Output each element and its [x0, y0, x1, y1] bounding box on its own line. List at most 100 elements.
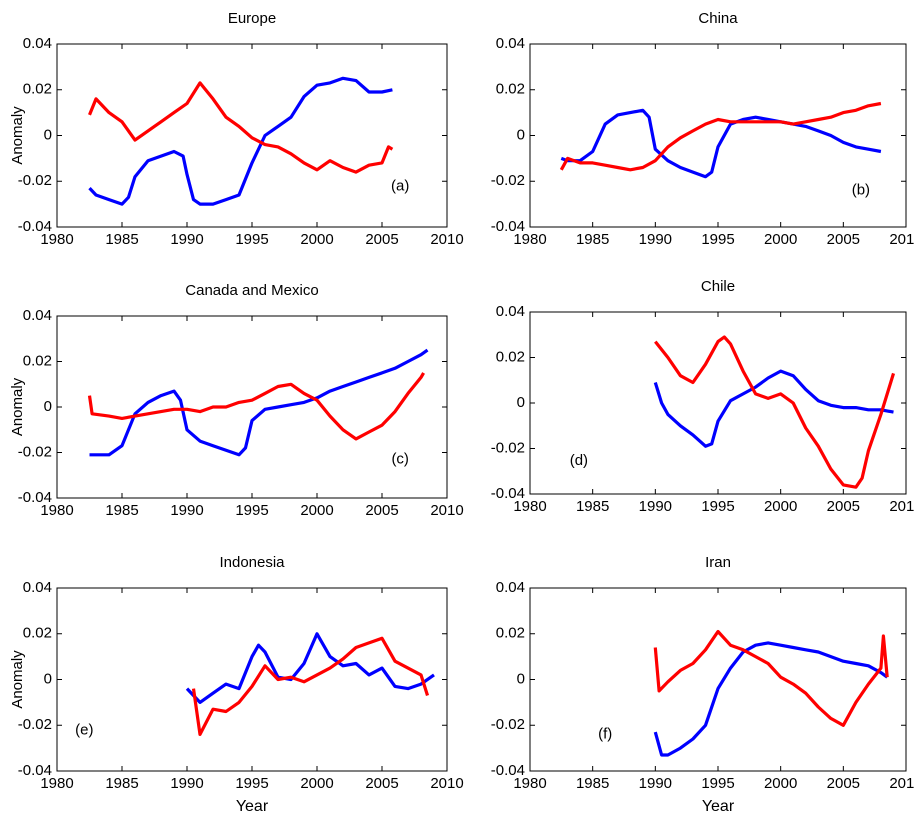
x-tick-label: 1985	[576, 231, 609, 248]
data-line	[87, 372, 425, 441]
y-tick-label: 0.04	[23, 579, 52, 596]
y-tick-label: -0.04	[18, 489, 52, 506]
x-tick-label: 1995	[701, 498, 734, 515]
y-tick-label: 0.02	[23, 352, 52, 369]
x-tick-label: 2000	[300, 502, 333, 519]
data-line	[653, 629, 889, 727]
y-tick-label: 0.02	[496, 81, 525, 98]
y-tick-label: -0.02	[491, 172, 525, 189]
y-tick-label: -0.02	[18, 172, 52, 189]
panel-title: Chile	[701, 278, 735, 295]
x-tick-label: 1980	[513, 498, 546, 515]
panel-annotation: (d)	[570, 452, 588, 469]
x-tick-label: 2005	[827, 775, 860, 792]
y-tick-label: 0.02	[23, 81, 52, 98]
y-axis-label: Anomaly	[9, 377, 26, 436]
y-tick-label: -0.04	[18, 762, 52, 779]
data-line	[185, 632, 435, 704]
y-tick-label: -0.02	[18, 716, 52, 733]
y-tick-label: 0.02	[496, 348, 525, 365]
x-tick-label: 2005	[365, 502, 398, 519]
y-tick-label: 0	[517, 670, 525, 687]
panel-annotation: (b)	[852, 181, 870, 198]
panel-annotation: (f)	[598, 725, 612, 742]
x-tick-label: 2010	[430, 231, 463, 248]
panel-title: Iran	[705, 554, 731, 571]
x-axis-label: Year	[702, 798, 735, 815]
y-tick-label: -0.04	[491, 218, 525, 235]
y-tick-label: 0.04	[496, 579, 525, 596]
x-tick-label: 1985	[105, 502, 138, 519]
data-line	[560, 108, 882, 179]
x-tick-label: 1990	[170, 775, 203, 792]
x-tick-label: 2005	[827, 498, 860, 515]
data-line	[88, 81, 394, 174]
x-tick-label: 1980	[40, 775, 73, 792]
y-tick-label: -0.02	[491, 439, 525, 456]
y-axis-label: Anomaly	[9, 106, 26, 165]
y-tick-label: -0.04	[18, 218, 52, 235]
x-tick-label: 2010	[889, 498, 914, 515]
x-tick-label: 1990	[639, 498, 672, 515]
data-line	[191, 636, 430, 736]
x-tick-label: 1985	[105, 775, 138, 792]
x-tick-label: 1995	[235, 775, 268, 792]
panel-title: Canada and Mexico	[185, 282, 318, 299]
x-tick-label: 2010	[889, 231, 914, 248]
x-tick-label: 2000	[300, 775, 333, 792]
data-line	[653, 369, 894, 448]
x-tick-label: 1990	[170, 502, 203, 519]
x-tick-label: 1985	[576, 498, 609, 515]
x-tick-label: 1990	[639, 775, 672, 792]
plot-frame	[56, 315, 448, 499]
plot-frame	[529, 43, 907, 228]
x-tick-label: 1995	[235, 502, 268, 519]
x-tick-label: 2000	[300, 231, 333, 248]
y-tick-label: 0	[44, 398, 52, 415]
x-tick-label: 1990	[639, 231, 672, 248]
x-tick-label: 2000	[764, 498, 797, 515]
y-tick-label: 0	[44, 670, 52, 687]
x-tick-label: 2000	[764, 231, 797, 248]
panel-title: Indonesia	[219, 554, 285, 571]
y-tick-label: -0.04	[491, 485, 525, 502]
panel-annotation: (c)	[391, 451, 409, 468]
panel-annotation: (e)	[75, 722, 93, 739]
data-line	[89, 348, 429, 457]
x-tick-label: 2005	[365, 231, 398, 248]
x-tick-label: 2010	[889, 775, 914, 792]
y-tick-label: 0.04	[23, 35, 52, 52]
data-line	[559, 101, 882, 172]
panel-title: Europe	[228, 10, 276, 27]
x-axis-label: Year	[236, 798, 269, 815]
panel-title: China	[698, 10, 738, 27]
y-tick-label: 0.02	[496, 625, 525, 642]
x-tick-label: 1995	[701, 775, 734, 792]
data-line	[653, 641, 889, 757]
x-tick-label: 2005	[365, 775, 398, 792]
x-tick-label: 1995	[701, 231, 734, 248]
x-tick-label: 1980	[40, 502, 73, 519]
y-tick-label: -0.04	[491, 762, 525, 779]
panel-annotation: (a)	[391, 178, 409, 195]
y-axis-label: Anomaly	[9, 650, 26, 709]
x-tick-label: 2005	[827, 231, 860, 248]
x-tick-label: 1995	[235, 231, 268, 248]
y-tick-label: 0.04	[496, 35, 525, 52]
x-tick-label: 2000	[764, 775, 797, 792]
data-line	[654, 335, 896, 489]
y-tick-label: 0	[44, 126, 52, 143]
x-tick-label: 1985	[576, 775, 609, 792]
y-tick-label: 0.04	[23, 307, 52, 324]
y-tick-label: 0	[517, 394, 525, 411]
y-tick-label: -0.02	[491, 716, 525, 733]
x-tick-label: 1990	[170, 231, 203, 248]
x-tick-label: 1980	[40, 231, 73, 248]
x-tick-label: 2010	[430, 775, 463, 792]
x-tick-label: 1985	[105, 231, 138, 248]
y-tick-label: -0.02	[18, 443, 52, 460]
plot-frame	[529, 587, 907, 772]
plot-frame	[56, 43, 448, 228]
x-tick-label: 1980	[513, 775, 546, 792]
